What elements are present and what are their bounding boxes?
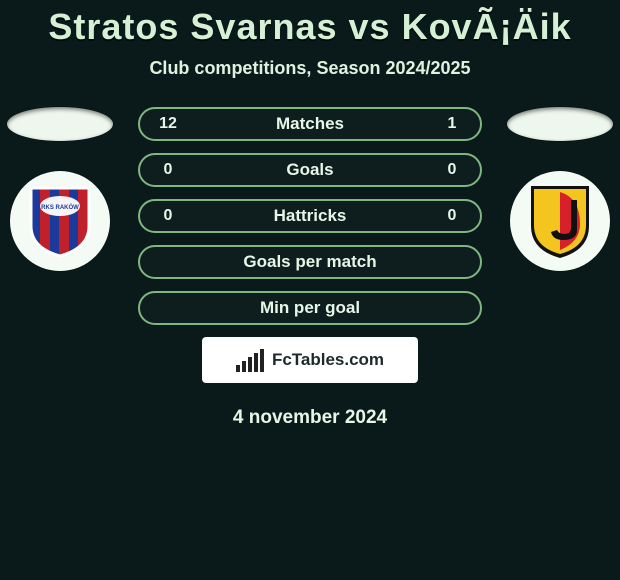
stat-left-value: 0 (154, 207, 182, 225)
left-side: RKS RAKÓW (0, 107, 120, 271)
stat-row-mpg: Min per goal (138, 291, 482, 325)
stat-right-value: 0 (438, 207, 466, 225)
stat-right-value: 1 (438, 115, 466, 133)
left-ellipse-icon (7, 107, 113, 141)
stats-column: 12 Matches 1 0 Goals 0 0 Hattricks 0 Goa… (138, 107, 482, 383)
stat-left-value: 0 (154, 161, 182, 179)
right-side (500, 107, 620, 271)
stat-right-value: 0 (438, 161, 466, 179)
svg-text:RKS RAKÓW: RKS RAKÓW (41, 203, 79, 211)
left-team-badge: RKS RAKÓW (10, 171, 110, 271)
date-text: 4 november 2024 (0, 407, 620, 429)
right-team-badge (510, 171, 610, 271)
jagiellonia-crest-icon (517, 178, 603, 264)
stat-label: Goals per match (154, 252, 466, 272)
stat-label: Goals (182, 160, 438, 180)
page-title: Stratos Svarnas vs KovÃ¡Äik (0, 6, 620, 48)
main-row: RKS RAKÓW 12 Matches 1 0 Goals 0 0 Hattr… (0, 107, 620, 383)
stat-row-gpm: Goals per match (138, 245, 482, 279)
bars-icon (236, 349, 264, 372)
stat-label: Hattricks (182, 206, 438, 226)
brand-box[interactable]: FcTables.com (202, 337, 418, 383)
rakow-crest-icon: RKS RAKÓW (21, 182, 99, 260)
stat-row-hattricks: 0 Hattricks 0 (138, 199, 482, 233)
comparison-card: Stratos Svarnas vs KovÃ¡Äik Club competi… (0, 0, 620, 429)
right-ellipse-icon (507, 107, 613, 141)
stat-row-matches: 12 Matches 1 (138, 107, 482, 141)
stat-label: Min per goal (154, 298, 466, 318)
stat-label: Matches (182, 114, 438, 134)
stat-row-goals: 0 Goals 0 (138, 153, 482, 187)
stat-left-value: 12 (154, 115, 182, 133)
brand-text: FcTables.com (272, 350, 384, 370)
subtitle: Club competitions, Season 2024/2025 (0, 58, 620, 79)
